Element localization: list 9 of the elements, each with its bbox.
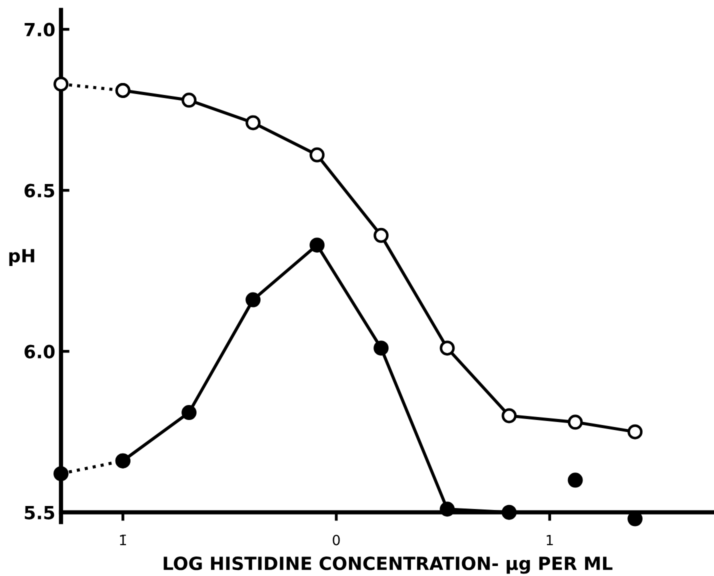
y-axis-title: pH [9,249,34,266]
y-tick-label: 6.5 [24,184,54,198]
y-tick-label: 5.5 [24,506,54,520]
y-tick-label: 6.0 [24,344,55,358]
x-tick-label: 1 [546,534,553,546]
x-tick-label: 0 [332,534,340,546]
y-tick-label: 7.0 [24,22,55,36]
x-axis-title: LOG HISTIDINE CONCENTRATION- μg PER ML [164,556,612,574]
x-tick-label: 1̄ [120,534,126,546]
